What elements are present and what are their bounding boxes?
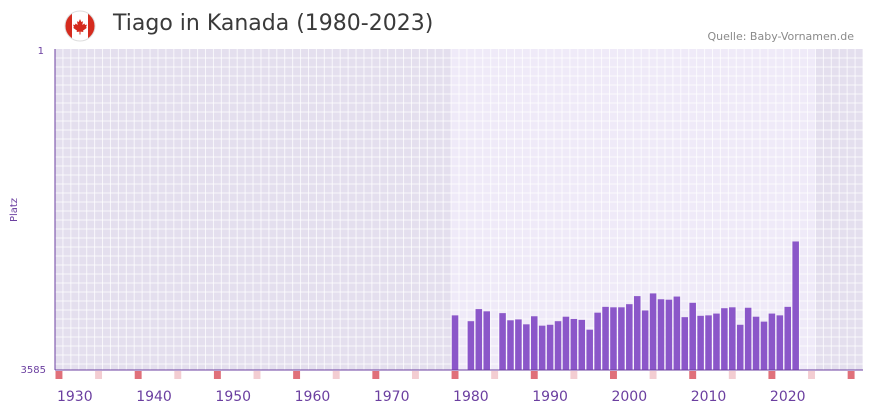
year-marker-2003: [649, 371, 657, 379]
year-marker-2008: [689, 371, 697, 379]
bar-1993: [570, 318, 578, 370]
bar-2011: [713, 313, 720, 370]
x-tick-label-2000: 2000: [611, 389, 647, 405]
bar-2013: [729, 307, 736, 370]
bar-2019: [776, 315, 784, 370]
canada-flag-icon: [64, 10, 96, 42]
bar-1985: [507, 320, 514, 370]
year-marker-2023: [808, 371, 815, 379]
x-tick-label-1970: 1970: [374, 389, 410, 405]
x-tick-label-1940: 1940: [136, 389, 172, 405]
bar-1989: [538, 325, 546, 370]
year-marker-1943: [174, 371, 182, 379]
plot-grid: [54, 49, 864, 370]
year-marker-1988: [530, 371, 538, 379]
x-tick-label-1990: 1990: [532, 389, 568, 405]
year-marker-1933: [95, 371, 103, 379]
bar-2006: [673, 296, 681, 370]
year-marker-2013: [728, 371, 736, 379]
bar-1986: [515, 319, 522, 370]
bar-2015: [744, 307, 752, 370]
y-axis-top-label: 1: [38, 46, 44, 57]
bar-1998: [610, 307, 617, 370]
bar-1988: [530, 316, 538, 370]
x-tick-label-1950: 1950: [215, 389, 251, 405]
x-tick-label-1980: 1980: [453, 389, 489, 405]
bar-1999: [618, 307, 625, 370]
bar-2021: [792, 241, 799, 370]
source-credit: Quelle: Baby-Vornamen.de: [707, 30, 854, 43]
bar-2002: [641, 310, 649, 370]
y-axis-title: Platz: [9, 198, 20, 222]
bar-1980: [467, 321, 475, 370]
year-marker-1983: [491, 371, 499, 379]
bar-2001: [633, 296, 641, 370]
year-marker-1968: [372, 371, 380, 379]
bar-1987: [523, 324, 530, 370]
bar-1994: [578, 319, 586, 370]
bar-1992: [562, 316, 570, 370]
bar-1997: [602, 306, 609, 370]
bar-2010: [705, 315, 712, 370]
bar-2014: [736, 324, 744, 370]
bar-series: [451, 241, 799, 370]
bar-2012: [721, 308, 728, 370]
year-marker-1993: [570, 371, 578, 379]
bar-2017: [760, 321, 768, 370]
bar-2007: [681, 317, 689, 370]
x-tick-label-2020: 2020: [770, 389, 806, 405]
year-marker-1953: [253, 371, 261, 379]
x-tick-label-1960: 1960: [295, 389, 331, 405]
bar-2004: [657, 299, 665, 370]
year-marker-1998: [610, 371, 617, 379]
year-marker-1973: [411, 371, 419, 379]
bar-1981: [475, 309, 483, 370]
x-tick-label-2010: 2010: [691, 389, 727, 405]
year-marker-2018: [768, 371, 776, 379]
x-axis-ticks: 1930 1940 1950 1960 1970 1980 1990 2000 2010 2020: [57, 389, 806, 405]
bar-2016: [752, 316, 760, 370]
bar-2020: [784, 306, 792, 370]
bar-1996: [594, 312, 601, 370]
year-marker-1958: [293, 371, 301, 379]
bar-1982: [483, 311, 490, 370]
bar-2008: [689, 302, 696, 370]
bar-2009: [697, 315, 704, 370]
bar-1984: [499, 313, 506, 370]
year-marker-1938: [134, 371, 142, 379]
page-title: Tiago in Kanada (1980-2023): [113, 11, 434, 36]
year-marker-1963: [332, 371, 340, 379]
x-tick-label-1930: 1930: [57, 389, 93, 405]
year-marker-1978: [451, 371, 459, 379]
year-marker-1948: [213, 371, 221, 379]
bar-2005: [665, 299, 673, 370]
year-marker-1928: [55, 371, 63, 379]
bar-2018: [768, 313, 776, 370]
bar-2000: [626, 304, 633, 370]
bar-1995: [586, 329, 593, 370]
bar-1990: [546, 324, 554, 370]
y-axis-bottom-label: 3585: [21, 365, 46, 376]
plot-axes: [54, 49, 863, 379]
bar-1978: [451, 315, 459, 370]
bar-1991: [554, 321, 562, 370]
year-marker-2028: [847, 371, 855, 379]
bar-2003: [649, 293, 657, 370]
